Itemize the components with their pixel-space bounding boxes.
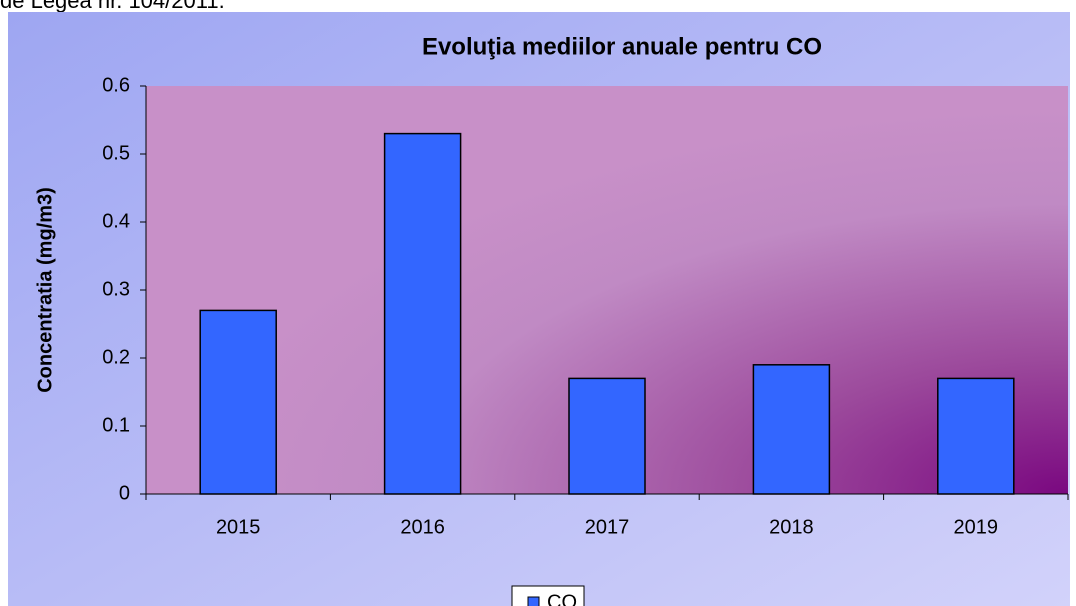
legend-swatch [527,596,540,606]
page-text: de Legea nr. 104/2011. [0,0,225,13]
y-axis-label: Concentratia (mg/m3) [34,187,56,393]
x-tick-label: 2017 [585,516,630,538]
bar [752,364,831,495]
bar [937,377,1015,495]
x-tick-label: 2019 [954,516,999,538]
chart-title: Evoluţia mediilor anuale pentru CO [422,33,822,60]
legend-label: CO [547,591,577,606]
x-tick-label: 2016 [400,516,445,538]
y-tick-label: 0.4 [102,210,130,232]
bar [199,309,277,495]
x-tick-label: 2018 [769,516,814,538]
bar [568,377,646,495]
bar [383,132,462,495]
y-tick-label: 0.5 [102,142,130,164]
y-tick-label: 0.1 [102,414,130,436]
y-tick-label: 0.2 [102,346,130,368]
y-tick-label: 0.3 [102,278,130,300]
y-tick-label: 0.6 [102,74,130,96]
y-tick-label: 0 [119,482,130,504]
x-tick-label: 2015 [216,516,261,538]
